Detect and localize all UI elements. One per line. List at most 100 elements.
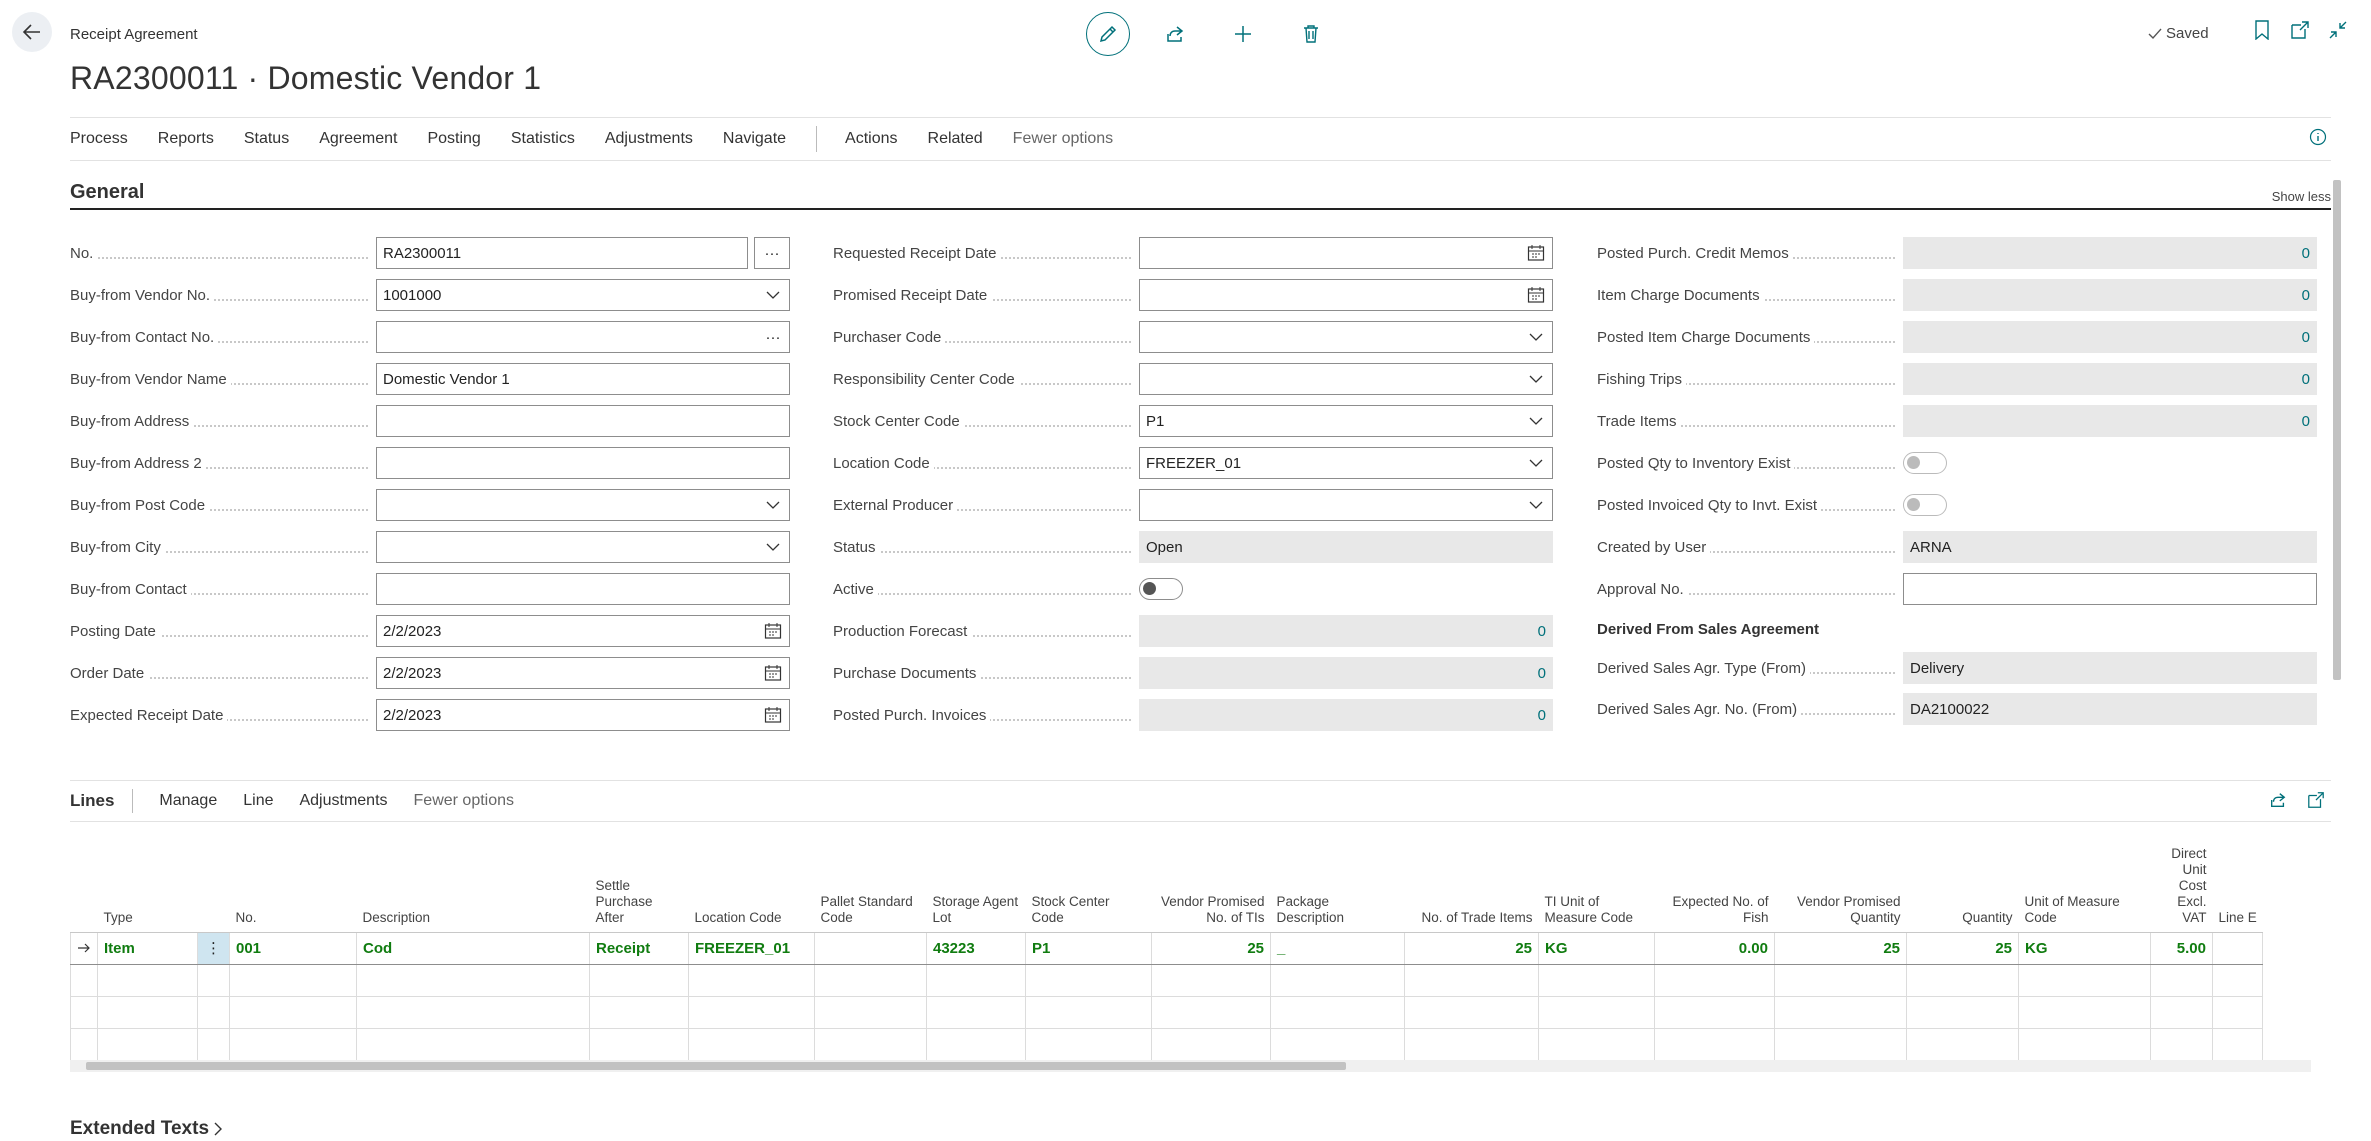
share-button[interactable] [1152,12,1198,56]
buy-from-address-input[interactable] [376,405,790,437]
cell-storage-agent-lot[interactable]: 43223 [926,931,1026,965]
page-scrollbar[interactable] [2330,160,2342,680]
scrollbar-thumb[interactable] [2333,180,2341,680]
delete-button[interactable] [1288,12,1334,56]
lines-manage[interactable]: Manage [159,792,218,809]
lines-title[interactable]: Lines [70,791,115,810]
col-header[interactable]: Description [356,822,590,933]
col-header[interactable]: Direct Unit Cost Excl. VAT [2150,822,2213,933]
cell-package-description[interactable]: _ [1270,931,1405,965]
bookmark-button[interactable] [2250,18,2274,42]
menu-agreement[interactable]: Agreement [319,130,398,147]
col-header[interactable]: Expected No. of Fish [1654,822,1775,933]
buy-from-post-code-select[interactable] [376,489,790,521]
cell-expected-no-of-fish[interactable]: 0.00 [1654,931,1775,965]
cell-vendor-promised-tis[interactable]: 25 [1151,931,1271,965]
cell-description[interactable]: Cod [356,931,590,965]
calendar-icon[interactable] [763,663,783,683]
col-header[interactable]: Stock Center Code [1025,822,1152,933]
order-date-input[interactable]: 2/2/2023 [376,657,790,689]
lines-adjustments[interactable]: Adjustments [299,792,388,809]
edit-button[interactable] [1086,12,1130,56]
cell-vendor-promised-quantity[interactable]: 25 [1774,931,1907,965]
active-toggle[interactable] [1139,578,1183,600]
lines-expand-button[interactable] [2307,791,2325,813]
open-new-window-button[interactable] [2288,18,2312,42]
buy-from-contact-no-input[interactable]: ··· [376,321,790,353]
lines-line[interactable]: Line [243,792,274,809]
lines-fewer-options[interactable]: Fewer options [413,792,515,809]
collapse-button[interactable] [2326,18,2350,42]
cell-settle-purchase-after[interactable]: Receipt [589,931,689,965]
col-header[interactable]: Type [97,822,198,933]
buy-from-address-2-input[interactable] [376,447,790,479]
menu-navigate[interactable]: Navigate [722,130,787,147]
requested-receipt-date-input[interactable] [1139,237,1553,269]
menu-statistics[interactable]: Statistics [510,130,575,147]
lines-share-button[interactable] [2269,791,2287,813]
posted-item-charge-documents-value[interactable]: 0 [1903,321,2317,353]
buy-from-contact-input[interactable] [376,573,790,605]
menu-process[interactable]: Process [70,130,128,147]
cell-type[interactable]: Item [97,931,198,965]
cell-stock-center-code[interactable]: P1 [1025,931,1152,965]
table-row[interactable] [70,995,2264,1029]
scrollbar-thumb[interactable] [86,1062,1346,1070]
purchaser-code-select[interactable] [1139,321,1553,353]
buy-from-vendor-name-input[interactable]: Domestic Vendor 1 [376,363,790,395]
new-button[interactable] [1220,12,1266,56]
col-header[interactable]: Vendor Promised Quantity [1774,822,1907,933]
calendar-icon[interactable] [763,621,783,641]
posted-purch-credit-memos-value[interactable]: 0 [1903,237,2317,269]
extended-texts-section[interactable]: Extended Texts [70,1118,223,1140]
approval-no-input[interactable] [1903,573,2317,605]
calendar-icon[interactable] [1526,285,1546,305]
no-input[interactable]: RA2300011 [376,237,748,269]
menu-posting[interactable]: Posting [427,130,481,147]
col-header[interactable]: No. of Trade Items [1404,822,1539,933]
menu-fewer-options[interactable]: Fewer options [1012,130,1114,147]
buy-from-city-select[interactable] [376,531,790,563]
expected-receipt-date-input[interactable]: 2/2/2023 [376,699,790,731]
cell-direct-unit-cost[interactable]: 5.00 [2150,931,2213,965]
table-row[interactable]: Item ⋮ 001 Cod Receipt FREEZER_01 43223 … [70,931,2264,965]
purchase-documents-value[interactable]: 0 [1139,657,1553,689]
stock-center-code-select[interactable]: P1 [1139,405,1553,437]
posting-date-input[interactable]: 2/2/2023 [376,615,790,647]
col-header[interactable]: Storage Agent Lot [926,822,1026,933]
cell-no-of-trade-items[interactable]: 25 [1404,931,1539,965]
trade-items-value[interactable]: 0 [1903,405,2317,437]
col-header[interactable]: TI Unit of Measure Code [1538,822,1655,933]
promised-receipt-date-input[interactable] [1139,279,1553,311]
col-header[interactable]: Pallet Standard Code [814,822,927,933]
col-header[interactable]: Package Description [1270,822,1405,933]
cell-no[interactable]: 001 [229,931,357,965]
cell-ti-uom[interactable]: KG [1538,931,1655,965]
menu-adjustments[interactable]: Adjustments [604,130,693,147]
cell-quantity[interactable]: 25 [1906,931,2019,965]
fishing-trips-value[interactable]: 0 [1903,363,2317,395]
table-row[interactable] [70,963,2264,997]
back-button[interactable] [12,12,52,52]
menu-status[interactable]: Status [243,130,290,147]
show-less-link[interactable]: Show less [2271,189,2331,204]
menu-actions[interactable]: Actions [845,130,898,147]
item-charge-documents-value[interactable]: 0 [1903,279,2317,311]
row-menu-button[interactable]: ⋮ [197,931,230,965]
col-header[interactable]: Settle Purchase After [589,822,689,933]
cell-location-code[interactable]: FREEZER_01 [688,931,815,965]
menu-reports[interactable]: Reports [157,130,214,147]
col-header[interactable]: Location Code [688,822,815,933]
external-producer-select[interactable] [1139,489,1553,521]
menu-related[interactable]: Related [927,130,983,147]
production-forecast-value[interactable]: 0 [1139,615,1553,647]
table-row[interactable] [70,1027,2264,1061]
cell-uom[interactable]: KG [2018,931,2151,965]
no-assist-button[interactable]: ··· [754,237,790,269]
posted-purch-invoices-value[interactable]: 0 [1139,699,1553,731]
col-header[interactable]: Line E [2212,822,2263,933]
col-header[interactable]: Unit of Measure Code [2018,822,2151,933]
calendar-icon[interactable] [1526,243,1546,263]
col-header[interactable]: Quantity [1906,822,2019,933]
info-button[interactable] [2309,128,2327,150]
